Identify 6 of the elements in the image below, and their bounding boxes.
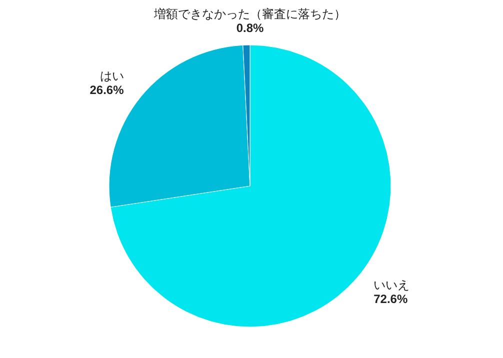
data-label: 72.6%	[374, 292, 408, 306]
data-label: 26.6%	[90, 82, 124, 97]
slice-label: いいえ	[374, 278, 410, 292]
slice-label: はい	[100, 68, 124, 83]
data-label: 0.8%	[236, 21, 264, 36]
slice-label: 増額できなかった（審査に落ちた）	[153, 7, 346, 22]
